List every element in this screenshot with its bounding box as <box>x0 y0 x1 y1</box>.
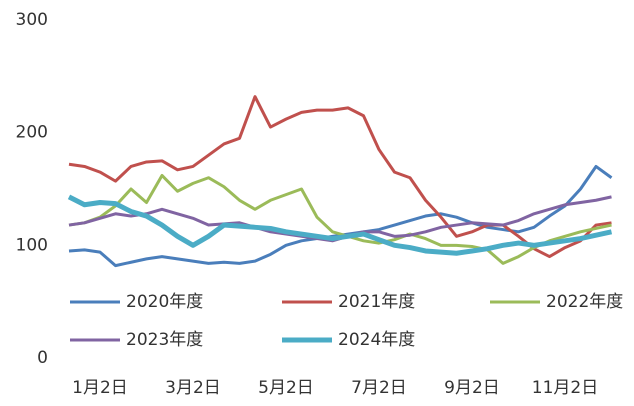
series-line <box>68 173 612 265</box>
series-line <box>67 194 613 256</box>
x-tick-label: 11月2日 <box>532 378 598 398</box>
legend-label: 2023年度 <box>126 330 203 350</box>
legend-label: 2022年度 <box>546 292 623 312</box>
y-tick-label: 200 <box>16 123 48 143</box>
legend-label: 2021年度 <box>338 292 415 312</box>
legend-label: 2020年度 <box>126 292 203 312</box>
series-line <box>68 95 612 259</box>
x-tick-label: 5月2日 <box>258 378 314 398</box>
x-tick-label: 9月2日 <box>444 378 500 398</box>
y-tick-label: 300 <box>16 10 48 30</box>
x-tick-label: 7月2日 <box>351 378 407 398</box>
x-tick-label: 3月2日 <box>165 378 221 398</box>
x-tick-label: 1月2日 <box>72 378 128 398</box>
y-tick-label: 0 <box>37 348 48 368</box>
y-tick-label: 100 <box>16 235 48 255</box>
legend-label: 2024年度 <box>338 330 415 350</box>
